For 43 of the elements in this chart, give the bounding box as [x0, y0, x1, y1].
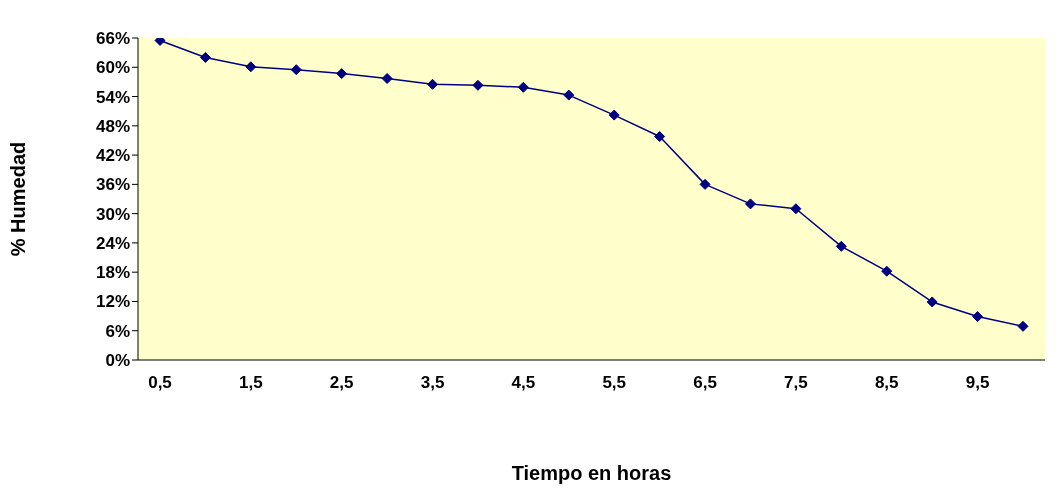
point	[699, 178, 711, 190]
x-tick-label: 2,5	[329, 373, 354, 393]
point	[517, 81, 529, 93]
point	[381, 72, 393, 84]
point	[563, 89, 575, 101]
point	[835, 240, 847, 252]
point	[972, 311, 984, 323]
y-tick-label: 24%	[95, 233, 130, 253]
y-tick-label: 6%	[105, 321, 130, 341]
y-tick-label: 12%	[95, 292, 130, 312]
x-tick-label: 4,5	[511, 373, 536, 393]
point	[245, 61, 257, 73]
point	[199, 52, 211, 64]
point	[1017, 320, 1029, 332]
y-tick-label: 36%	[95, 175, 130, 195]
point	[472, 79, 484, 91]
point	[790, 203, 802, 215]
point	[290, 64, 302, 76]
x-tick-label: 9,5	[965, 373, 990, 393]
point	[336, 68, 348, 80]
y-tick-label: 48%	[95, 116, 130, 136]
point	[654, 131, 666, 143]
y-tick-label: 0%	[105, 351, 130, 371]
y-tick-label: 54%	[95, 87, 130, 107]
point	[608, 109, 620, 121]
y-axis-title: % Humedad	[7, 141, 30, 257]
x-tick-label: 5,5	[602, 373, 627, 393]
x-tick-label: 1,5	[239, 373, 263, 393]
point	[744, 198, 756, 210]
x-tick-label: 0,5	[148, 373, 172, 393]
x-axis-title: Tiempo en horas	[511, 462, 672, 484]
point	[926, 296, 938, 308]
y-tick-label: 42%	[95, 146, 130, 166]
point	[881, 265, 893, 277]
x-tick-label: 8,5	[874, 373, 899, 393]
point	[427, 78, 439, 90]
y-tick-label: 66%	[95, 29, 130, 49]
x-tick-label: 7,5	[784, 373, 808, 393]
y-tick-label: 18%	[95, 263, 130, 283]
y-tick-label: 30%	[95, 204, 130, 224]
x-tick-label: 6,5	[693, 373, 717, 393]
x-tick-label: 3,5	[420, 373, 445, 393]
y-tick-label: 60%	[95, 58, 130, 78]
